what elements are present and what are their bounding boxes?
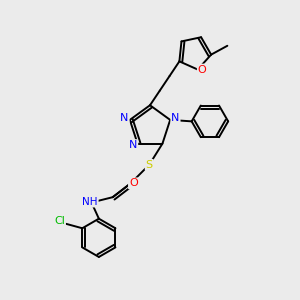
Text: S: S	[146, 160, 153, 170]
Text: N: N	[171, 112, 180, 122]
Text: N: N	[129, 140, 137, 150]
Text: O: O	[198, 64, 206, 74]
Text: Cl: Cl	[54, 217, 65, 226]
Text: NH: NH	[82, 196, 98, 207]
Text: O: O	[129, 178, 138, 188]
Text: N: N	[120, 113, 129, 123]
